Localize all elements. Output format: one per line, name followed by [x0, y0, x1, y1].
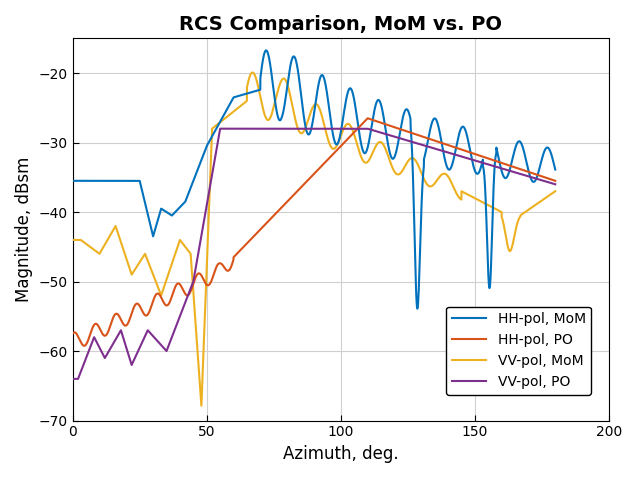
- Title: RCS Comparison, MoM vs. PO: RCS Comparison, MoM vs. PO: [179, 15, 502, 34]
- VV-pol, MoM: [369, 149, 377, 154]
- VV-pol, PO: [217, 126, 224, 131]
- HH-pol, MoM: [369, 115, 377, 120]
- HH-pol, MoM: [361, 150, 368, 156]
- VV-pol, PO: [361, 126, 368, 131]
- VV-pol, MoM: [248, 70, 256, 76]
- HH-pol, MoM: [506, 167, 513, 173]
- VV-pol, MoM: [552, 188, 559, 194]
- VV-pol, MoM: [506, 248, 513, 254]
- HH-pol, PO: [173, 282, 180, 288]
- HH-pol, MoM: [551, 166, 559, 172]
- VV-pol, PO: [204, 198, 211, 204]
- Legend: HH-pol, MoM, HH-pol, PO, VV-pol, MoM, VV-pol, PO: HH-pol, MoM, HH-pol, PO, VV-pol, MoM, VV…: [446, 306, 591, 394]
- HH-pol, MoM: [413, 306, 421, 312]
- HH-pol, PO: [506, 163, 513, 168]
- Line: VV-pol, PO: VV-pol, PO: [73, 129, 555, 379]
- Line: HH-pol, MoM: HH-pol, MoM: [73, 50, 555, 309]
- X-axis label: Azimuth, deg.: Azimuth, deg.: [283, 445, 399, 463]
- VV-pol, MoM: [551, 188, 559, 194]
- HH-pol, PO: [204, 282, 211, 288]
- HH-pol, MoM: [172, 208, 180, 214]
- HH-pol, MoM: [552, 167, 559, 173]
- HH-pol, PO: [361, 119, 368, 124]
- VV-pol, MoM: [204, 243, 211, 249]
- HH-pol, PO: [364, 115, 371, 121]
- VV-pol, PO: [369, 128, 377, 133]
- VV-pol, MoM: [69, 237, 76, 243]
- VV-pol, PO: [506, 168, 513, 174]
- VV-pol, MoM: [172, 249, 180, 254]
- VV-pol, MoM: [197, 403, 205, 409]
- HH-pol, PO: [69, 331, 76, 337]
- VV-pol, PO: [551, 181, 559, 187]
- Line: VV-pol, MoM: VV-pol, MoM: [73, 73, 555, 406]
- HH-pol, PO: [80, 343, 88, 348]
- VV-pol, PO: [69, 376, 76, 382]
- Y-axis label: Magnitude, dBsm: Magnitude, dBsm: [15, 157, 33, 302]
- Line: HH-pol, PO: HH-pol, PO: [73, 118, 555, 346]
- HH-pol, PO: [369, 117, 377, 123]
- HH-pol, MoM: [69, 178, 76, 184]
- VV-pol, PO: [552, 182, 559, 187]
- HH-pol, MoM: [204, 142, 211, 148]
- VV-pol, PO: [172, 324, 180, 329]
- HH-pol, MoM: [262, 47, 270, 53]
- HH-pol, PO: [552, 178, 559, 184]
- HH-pol, PO: [551, 178, 559, 184]
- VV-pol, MoM: [361, 160, 369, 165]
